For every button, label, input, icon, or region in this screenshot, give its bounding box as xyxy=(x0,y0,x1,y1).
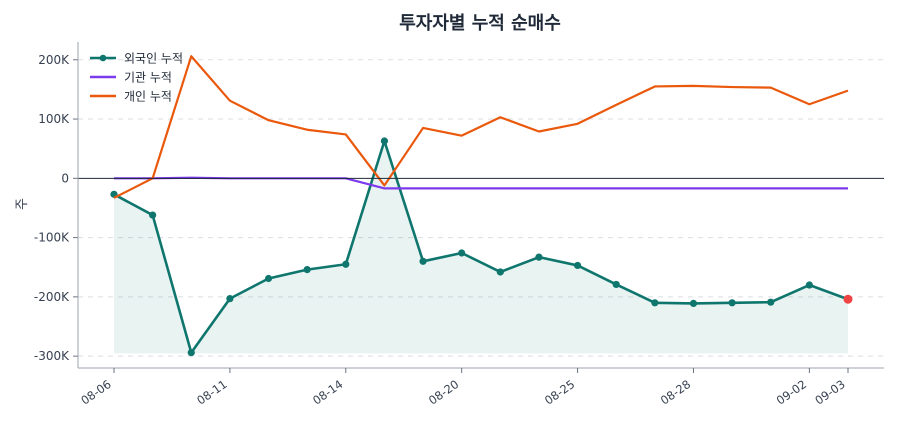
x-tick-label: 08-14 xyxy=(310,377,345,408)
data-point xyxy=(767,298,775,306)
data-point xyxy=(496,268,504,276)
data-point xyxy=(573,261,582,270)
x-tick-label: 08-28 xyxy=(658,377,693,408)
x-tick-label: 09-03 xyxy=(812,377,847,408)
data-point xyxy=(187,348,195,357)
legend-label: 외국인 누적 xyxy=(124,52,183,66)
legend-marker xyxy=(99,54,107,62)
x-tick-label: 08-11 xyxy=(194,377,229,408)
data-point xyxy=(419,257,427,265)
y-tick-label: 200K xyxy=(38,53,70,67)
grid-layer xyxy=(78,59,884,357)
y-tick-label: -300K xyxy=(34,349,70,363)
fill-layer xyxy=(114,140,848,354)
data-point xyxy=(612,280,620,289)
x-tick-label: 08-20 xyxy=(426,377,461,408)
x-tick-label: 08-06 xyxy=(78,377,113,408)
data-point xyxy=(264,274,273,283)
y-axis-label: 주 xyxy=(15,198,30,210)
y-tick-label: -100K xyxy=(34,231,70,245)
y-tick-label: 0 xyxy=(61,171,69,185)
data-point xyxy=(651,299,659,307)
y-tick-label: -200K xyxy=(34,290,70,304)
series-line xyxy=(113,139,849,354)
series-line xyxy=(113,55,849,199)
data-point xyxy=(342,260,350,268)
x-tick-label: 08-25 xyxy=(542,377,577,408)
y-tick-label: 100K xyxy=(38,112,70,126)
last-point-marker xyxy=(843,294,853,304)
data-point xyxy=(689,299,698,307)
x-tick-label: 09-02 xyxy=(774,377,809,408)
data-point xyxy=(728,299,736,307)
data-point xyxy=(226,295,234,303)
legend-label: 기관 누적 xyxy=(124,71,172,85)
data-point xyxy=(149,211,157,219)
data-point xyxy=(535,253,543,261)
data-point xyxy=(458,249,466,257)
series-area-fill xyxy=(114,140,848,354)
legend-label: 개인 누적 xyxy=(124,90,172,104)
data-point xyxy=(380,137,389,145)
data-point xyxy=(303,266,311,274)
data-point xyxy=(805,281,813,289)
chart-title: 투자자별 누적 순매수 xyxy=(399,13,561,34)
series-line xyxy=(114,176,848,190)
